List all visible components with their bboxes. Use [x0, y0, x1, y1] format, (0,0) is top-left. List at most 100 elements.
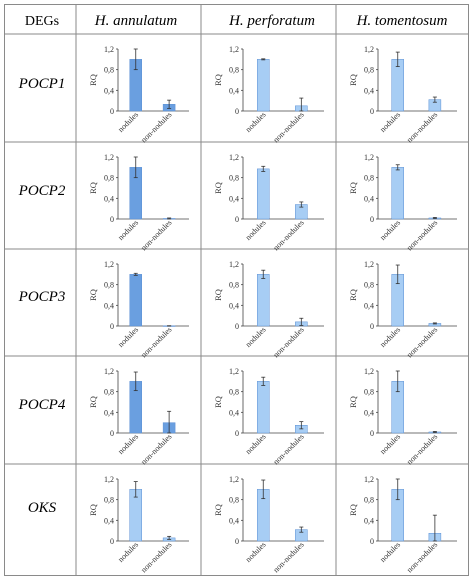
x-tick-label: nodules: [244, 325, 268, 349]
y-tick-label: 0: [370, 537, 374, 546]
y-axis-label: RQ: [348, 289, 358, 301]
y-axis-label: RQ: [213, 396, 223, 408]
y-tick-label: 0: [110, 215, 114, 224]
x-tick-label: nodules: [378, 325, 402, 349]
y-tick-label: 0,4: [364, 408, 374, 417]
y-tick-label: 0,8: [104, 174, 114, 183]
bar-nodules: [257, 381, 270, 434]
x-tick-label: non-nodules: [405, 432, 439, 466]
y-tick-label: 0: [235, 322, 239, 331]
y-tick-label: 0,8: [364, 281, 374, 290]
y-axis-label: RQ: [348, 182, 358, 194]
y-tick-label: 1,2: [104, 367, 114, 376]
x-tick-label: nodules: [116, 110, 140, 134]
y-tick-label: 1,2: [229, 45, 239, 54]
y-axis-label: RQ: [213, 289, 223, 301]
table-borders: [4, 4, 469, 576]
x-tick-label: non-nodules: [139, 540, 173, 574]
y-tick-label: 0: [110, 107, 114, 116]
y-tick-label: 0: [370, 429, 374, 438]
x-tick-label: nodules: [244, 432, 268, 456]
y-tick-label: 0,8: [229, 281, 239, 290]
chart-oks-h-perforatum: 0 0,4 0,8 1,2 RQ nodules non-nodules: [213, 475, 324, 574]
y-tick-label: 0,4: [229, 516, 239, 525]
y-tick-label: 0,8: [229, 496, 239, 505]
y-tick-label: 0: [110, 537, 114, 546]
x-tick-label: non-nodules: [139, 110, 173, 144]
table-outer-border: [4, 4, 469, 576]
x-tick-label: nodules: [378, 110, 402, 134]
y-tick-label: 0,8: [364, 174, 374, 183]
x-tick-label: nodules: [116, 432, 140, 456]
bar-nodules: [257, 274, 270, 327]
chart-pocp1-h-tomentosum: 0 0,4 0,8 1,2 RQ nodules non-nodules: [348, 45, 457, 144]
y-axis-label: RQ: [88, 396, 98, 408]
x-tick-label: nodules: [244, 110, 268, 134]
x-tick-label: nodules: [378, 432, 402, 456]
y-tick-label: 1,2: [364, 45, 374, 54]
x-tick-label: nodules: [116, 325, 140, 349]
gene-label-oks: OKS: [28, 500, 57, 516]
y-tick-label: 0,4: [364, 86, 374, 95]
y-tick-label: 0,8: [104, 281, 114, 290]
gene-label-pocp4: POCP4: [18, 397, 66, 413]
chart-pocp1-h-annulatum: 0 0,4 0,8 1,2 RQ nodules non-nodules: [88, 45, 189, 144]
x-tick-label: non-nodules: [271, 540, 305, 574]
y-tick-label: 0,8: [104, 66, 114, 75]
y-tick-label: 0: [370, 215, 374, 224]
x-tick-label: nodules: [378, 540, 402, 564]
y-tick-label: 0,8: [104, 496, 114, 505]
chart-oks-h-annulatum: 0 0,4 0,8 1,2 RQ nodules non-nodules: [88, 475, 189, 574]
y-axis-label: RQ: [348, 504, 358, 516]
header-h-annulatum: H. annulatum: [94, 13, 178, 29]
chart-pocp3-h-annulatum: 0 0,4 0,8 1,2 RQ nodules non-nodules: [88, 260, 189, 359]
y-axis-label: RQ: [88, 504, 98, 516]
y-tick-label: 0,8: [229, 388, 239, 397]
chart-pocp2-h-annulatum: 0 0,4 0,8 1,2 RQ nodules non-nodules: [88, 153, 189, 252]
bar-nodules: [391, 59, 404, 112]
y-axis-label: RQ: [88, 182, 98, 194]
x-tick-label: non-nodules: [139, 325, 173, 359]
x-tick-label: non-nodules: [271, 432, 305, 466]
chart-pocp3-h-perforatum: 0 0,4 0,8 1,2 RQ nodules non-nodules: [213, 260, 324, 359]
y-tick-label: 0,8: [364, 66, 374, 75]
y-tick-label: 1,2: [229, 260, 239, 269]
y-axis-label: RQ: [88, 289, 98, 301]
y-tick-label: 0,8: [364, 388, 374, 397]
bar-nodules: [129, 274, 142, 327]
y-tick-label: 0: [235, 215, 239, 224]
y-tick-label: 1,2: [229, 475, 239, 484]
x-tick-label: non-nodules: [139, 432, 173, 466]
y-tick-label: 1,2: [364, 475, 374, 484]
header-h-perforatum: H. perforatum: [228, 13, 315, 29]
bar-nodules: [257, 168, 270, 220]
y-tick-label: 0,4: [104, 86, 114, 95]
chart-pocp3-h-tomentosum: 0 0,4 0,8 1,2 RQ nodules non-nodules: [348, 260, 457, 359]
gene-label-pocp2: POCP2: [18, 183, 66, 199]
y-axis-label: RQ: [213, 504, 223, 516]
chart-pocp4-h-tomentosum: 0 0,4 0,8 1,2 RQ nodules non-nodules: [348, 367, 457, 466]
x-tick-label: nodules: [244, 218, 268, 242]
y-tick-label: 0,4: [104, 516, 114, 525]
y-tick-label: 0,4: [229, 301, 239, 310]
chart-oks-h-tomentosum: 0 0,4 0,8 1,2 RQ nodules non-nodules: [348, 475, 457, 574]
chart-pocp1-h-perforatum: 0 0,4 0,8 1,2 RQ nodules non-nodules: [213, 45, 324, 144]
y-tick-label: 0: [235, 537, 239, 546]
x-tick-label: non-nodules: [405, 325, 439, 359]
y-tick-label: 0,4: [364, 301, 374, 310]
y-tick-label: 0,4: [229, 86, 239, 95]
x-tick-label: nodules: [378, 218, 402, 242]
y-axis-label: RQ: [88, 74, 98, 86]
x-tick-label: nodules: [244, 540, 268, 564]
y-tick-label: 0: [370, 107, 374, 116]
y-tick-label: 0,8: [364, 496, 374, 505]
y-tick-label: 0: [235, 107, 239, 116]
y-tick-label: 0,8: [229, 174, 239, 183]
y-tick-label: 1,2: [364, 260, 374, 269]
bar-nodules: [257, 59, 270, 112]
x-tick-label: non-nodules: [139, 218, 173, 252]
y-tick-label: 1,2: [104, 45, 114, 54]
x-tick-label: non-nodules: [405, 218, 439, 252]
y-tick-label: 0: [235, 429, 239, 438]
